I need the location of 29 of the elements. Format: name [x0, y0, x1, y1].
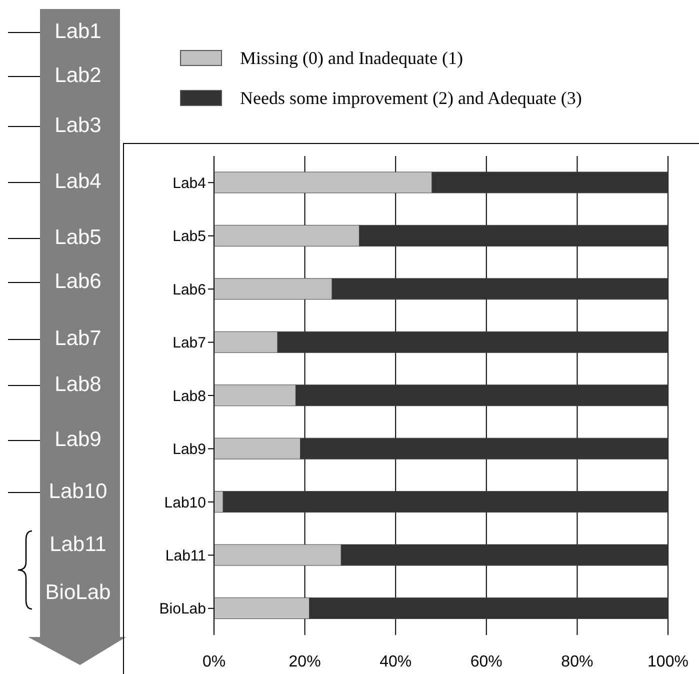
text: Lab9 [54, 427, 102, 453]
text: Lab11 [48, 532, 108, 558]
y-tick-label: Lab10 [164, 494, 206, 512]
x-tick-label: 0% [202, 653, 226, 670]
text: Lab2 [54, 63, 102, 89]
text: Lab1 [54, 19, 102, 45]
text: Lab4 [54, 169, 102, 195]
x-tick-label: 100% [648, 653, 688, 670]
legend-label: Needs some improvement (2) and Adequate (3) [240, 88, 582, 108]
y-tick-label: Lab8 [172, 388, 206, 405]
x-tick-label: 80% [561, 653, 594, 670]
y-tick-label: Lab4 [172, 174, 206, 192]
x-tick-label: 60% [470, 653, 502, 670]
text: Lab5 [54, 225, 102, 251]
y-tick-label: Lab6 [172, 281, 206, 298]
text: Lab7 [54, 326, 102, 352]
y-tick-label: BioLab [159, 600, 206, 618]
text: Lab8 [54, 372, 102, 398]
y-tick-label: Lab7 [172, 334, 206, 352]
y-tick-label: Lab9 [172, 441, 206, 458]
legend-label: Missing (0) and Inadequate (1) [240, 48, 463, 68]
y-tick-label: Lab11 [165, 547, 206, 564]
text: BioLab [44, 580, 112, 606]
x-tick-label: 20% [288, 653, 321, 670]
text: Lab10 [48, 479, 108, 505]
y-tick-label: Lab5 [172, 228, 206, 246]
text: Lab6 [54, 269, 102, 295]
text: Lab3 [54, 113, 102, 139]
x-tick-label: 40% [380, 653, 412, 670]
